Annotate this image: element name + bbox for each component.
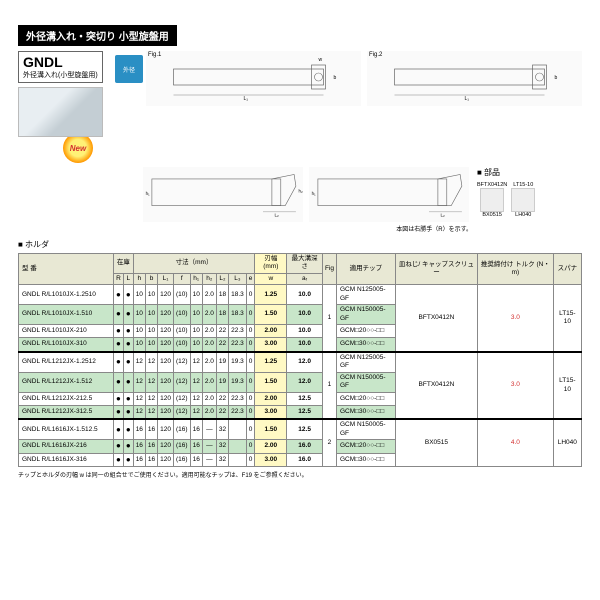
fig2-top: Fig.2 L₁ b	[367, 51, 582, 106]
svg-text:b: b	[334, 75, 337, 81]
part-spanner: LT15-10LH040	[511, 182, 535, 218]
th-depth: 最大溝深さ	[287, 254, 323, 274]
th-R: R	[114, 273, 124, 284]
fig1-side: L₂ h₁ h₂	[143, 167, 303, 222]
fig1-top: Fig.1 L₁ b w	[146, 51, 361, 106]
tool-photo	[18, 87, 103, 137]
footnote: チップとホルダの刃幅 w は同一の組合せでご使用ください。適用可能なチップは、F…	[18, 470, 582, 479]
svg-text:L₂: L₂	[441, 212, 445, 217]
svg-text:L₁: L₁	[244, 96, 249, 102]
fig2-label: Fig.2	[369, 52, 382, 58]
th-torque: 推奨締付け トルク (N・m)	[478, 254, 554, 285]
th-e: e	[246, 273, 255, 284]
part-screw1: BFTX0412NBX0515	[477, 182, 507, 218]
th-L3: L₃	[229, 273, 247, 284]
svg-text:w: w	[319, 57, 323, 63]
spec-table: 型 番 在庫 寸法（mm） 刃幅(mm) 最大溝深さ Fig 適用チップ 皿ねじ…	[18, 253, 582, 467]
holder-title: ■ ホルダ	[18, 239, 582, 250]
outer-diameter-icon: 外径	[115, 55, 143, 83]
product-code-box: GNDL 外径溝入れ(小型旋盤用)	[18, 51, 103, 83]
th-model: 型 番	[19, 254, 114, 285]
product-code: GNDL	[23, 54, 98, 70]
svg-text:h₁: h₁	[312, 191, 316, 196]
th-L1: L₁	[158, 273, 174, 284]
th-stock: 在庫	[114, 254, 134, 274]
new-badge: New	[63, 133, 93, 163]
th-blade: 刃幅(mm)	[255, 254, 287, 274]
svg-text:h₁: h₁	[146, 191, 150, 196]
svg-text:h₂: h₂	[299, 188, 303, 193]
diagram-note: 本図は右勝手（R）を示す。	[18, 224, 472, 233]
svg-text:L₂: L₂	[275, 212, 279, 217]
svg-text:b: b	[555, 75, 558, 81]
product-desc: 外径溝入れ(小型旋盤用)	[23, 70, 98, 80]
table-row: GNDL R/L1010JX-1.2510●●1010120(10)102.01…	[19, 285, 582, 305]
page-header: 外径溝入れ・突切り 小型旋盤用	[18, 25, 177, 46]
th-h2: h₂	[202, 273, 216, 284]
th-L2: L₂	[216, 273, 228, 284]
th-h1: h₁	[190, 273, 202, 284]
th-screw: 皿ねじ/ キャップスクリュー	[395, 254, 477, 285]
th-L: L	[123, 273, 133, 284]
table-row: GNDL R/L1212JX-1.2512●●1212120(12)122.01…	[19, 352, 582, 372]
th-f: f	[174, 273, 191, 284]
parts-title: ■ 部品	[477, 167, 582, 178]
th-chip: 適用チップ	[336, 254, 395, 285]
fig2-side: L₂ h₁	[309, 167, 469, 222]
fig1-label: Fig.1	[148, 52, 161, 58]
th-b: b	[145, 273, 157, 284]
th-h: h	[133, 273, 145, 284]
th-fig: Fig	[322, 254, 336, 285]
th-w: w	[255, 273, 287, 284]
th-dims: 寸法（mm）	[133, 254, 255, 274]
svg-text:L₁: L₁	[465, 96, 470, 102]
th-spanner: スパナ	[553, 254, 581, 285]
table-row: GNDL R/L1616JX-1.512.5●●1616120(16)16—32…	[19, 419, 582, 439]
th-ar: aᵣ	[287, 273, 323, 284]
